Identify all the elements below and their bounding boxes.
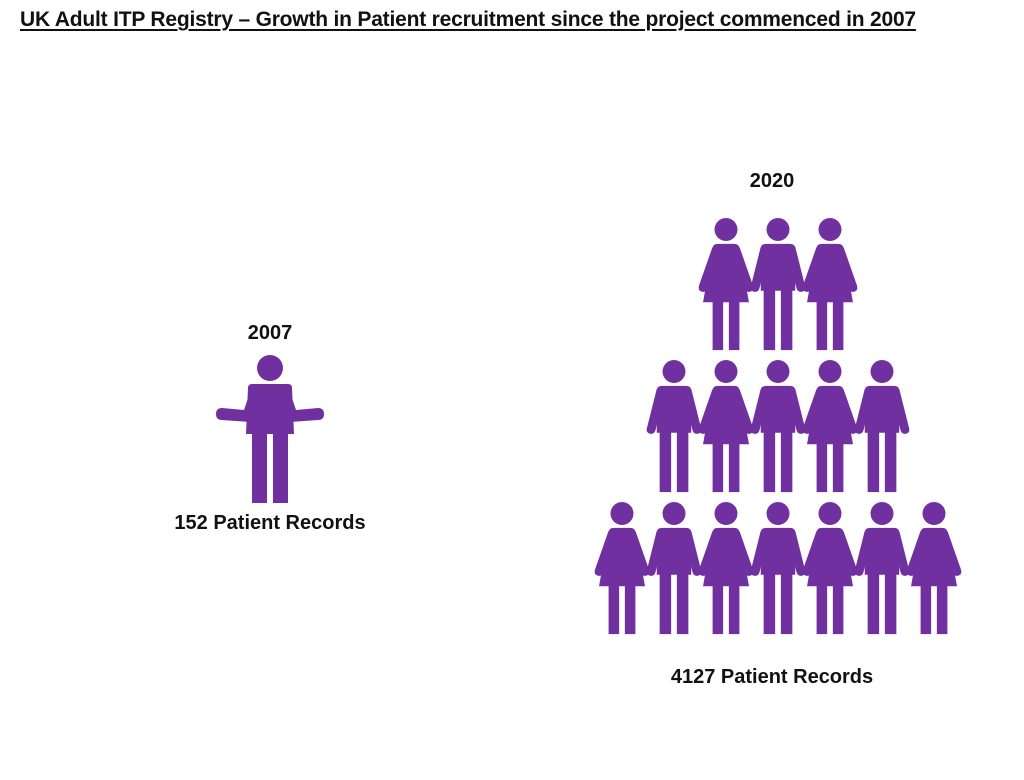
female-figure-icon [800, 360, 860, 494]
male-figure-icon [644, 360, 704, 494]
person-shrugging-icon [214, 354, 326, 506]
records-label-2007: 152 Patient Records [174, 512, 366, 534]
female-figure-icon [592, 502, 652, 636]
male-figure-icon [748, 360, 808, 494]
page-title: UK Adult ITP Registry – Growth in Patien… [20, 8, 916, 31]
male-figure-icon [644, 502, 704, 636]
records-label-2020: 4127 Patient Records [670, 666, 874, 688]
female-figure-icon [800, 502, 860, 636]
female-figure-icon [800, 218, 860, 352]
female-figure-icon [904, 502, 964, 636]
female-figure-icon [696, 218, 756, 352]
male-figure-icon [852, 360, 912, 494]
female-figure-icon [696, 502, 756, 636]
year-label-2020: 2020 [749, 170, 795, 192]
male-figure-icon [852, 502, 912, 636]
male-figure-icon [748, 218, 808, 352]
female-figure-icon [696, 360, 756, 494]
male-figure-icon [748, 502, 808, 636]
year-label-2007: 2007 [247, 322, 293, 344]
